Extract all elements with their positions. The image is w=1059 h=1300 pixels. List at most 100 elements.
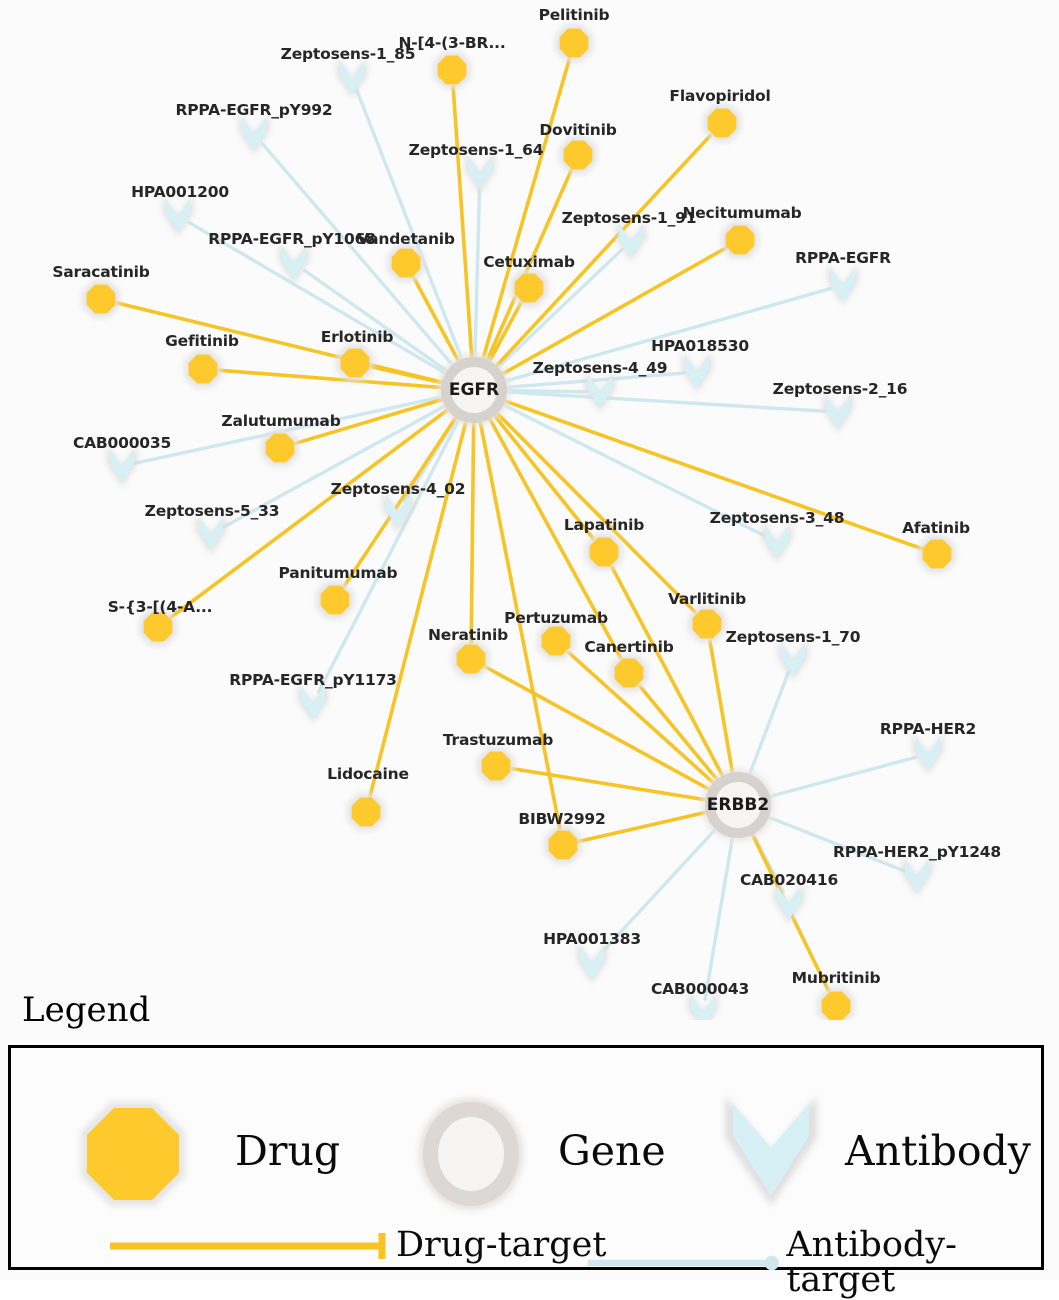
antibody-target-edge: [492, 248, 624, 373]
antibody-node[interactable]: [778, 639, 808, 680]
drug-node[interactable]: [477, 747, 515, 785]
drug-node[interactable]: [585, 533, 623, 571]
antibody-node[interactable]: [682, 351, 712, 392]
drug-octagon-icon: [81, 1102, 185, 1206]
drug-octagon-icon: [481, 751, 511, 781]
antibody-node[interactable]: [585, 371, 615, 412]
drug-octagon-icon: [391, 248, 421, 278]
antibody-node[interactable]: [913, 733, 943, 774]
antibody-target-edge: [599, 823, 721, 956]
drug-target-edge: [491, 407, 698, 615]
antibody-node[interactable]: [279, 242, 309, 283]
drug-node[interactable]: [610, 654, 648, 692]
gene-ring-inner: [451, 367, 497, 413]
drug-node[interactable]: [261, 429, 299, 467]
antibody-vee-icon: [831, 267, 855, 302]
drug-node[interactable]: [559, 136, 597, 174]
drug-target-edge: [488, 409, 597, 542]
drug-target-edge: [482, 167, 574, 367]
drug-target-edge: [609, 564, 728, 783]
antibody-vee-icon: [588, 374, 612, 409]
antibody-vee-icon: [580, 945, 604, 980]
antibody-target-edge: [355, 88, 466, 366]
drug-octagon-icon: [589, 537, 619, 567]
antibody-node[interactable]: [239, 113, 269, 154]
antibody-vee-icon: [905, 858, 929, 893]
antibody-target-edge: [473, 184, 482, 364]
antibody-target-edge: [762, 813, 907, 873]
antibody-node[interactable]: [823, 391, 853, 432]
drug-node[interactable]: [510, 269, 548, 307]
antibody-vee-icon: [340, 60, 364, 95]
antibody-node[interactable]: [383, 491, 413, 532]
antibody-node[interactable]: [337, 57, 367, 98]
drug-octagon-icon: [514, 273, 544, 303]
antibody-vee-icon: [282, 245, 306, 280]
antibody-node[interactable]: [196, 513, 226, 554]
drug-octagon-icon: [437, 55, 467, 85]
drug-node[interactable]: [433, 51, 471, 89]
drug-octagon-icon: [86, 284, 116, 314]
antibody-target-edge: [763, 755, 918, 800]
drug-octagon-icon: [340, 348, 370, 378]
drug-target-edge: [451, 84, 475, 365]
antibody-node[interactable]: [465, 152, 495, 193]
antibody-target-edge: [260, 142, 458, 371]
antibody-vee-icon: [781, 642, 805, 677]
antibody-node[interactable]: [107, 445, 137, 486]
antibody-target-edge: [220, 401, 452, 530]
legend-entry-drug-target-edge: Drug-target: [106, 1228, 606, 1263]
antibody-vee-icon: [765, 524, 789, 559]
antibody-node[interactable]: [616, 220, 646, 261]
antibody-vee-icon: [916, 736, 940, 771]
drug-node[interactable]: [817, 987, 855, 1020]
legend-box: Drug Gene Antibody: [8, 1045, 1044, 1298]
drug-target-edge-icon: [110, 1232, 386, 1259]
antibody-target-edge: [302, 268, 453, 376]
drug-node[interactable]: [139, 608, 177, 646]
antibody-target-edge: [317, 413, 463, 694]
drug-node[interactable]: [347, 793, 385, 831]
antibody-target-edge: [497, 400, 768, 538]
gene-node[interactable]: [702, 769, 774, 841]
antibody-node[interactable]: [163, 195, 193, 236]
drug-octagon-icon: [821, 991, 851, 1020]
legend-entry-antibody-target-edge: Antibody-target: [584, 1228, 1041, 1298]
drug-node[interactable]: [387, 244, 425, 282]
antibody-node[interactable]: [762, 521, 792, 562]
drug-node[interactable]: [544, 826, 582, 864]
antibody-target-edge: [703, 830, 736, 1001]
drug-node[interactable]: [537, 622, 575, 660]
antibody-vee-icon: [685, 354, 709, 389]
drug-node[interactable]: [316, 581, 354, 619]
antibody-node[interactable]: [774, 882, 804, 923]
antibody-vee-icon: [826, 394, 850, 429]
gene-node[interactable]: [438, 354, 510, 426]
drug-node[interactable]: [336, 344, 374, 382]
antibody-node[interactable]: [298, 682, 328, 723]
legend-label-drug-target: Drug-target: [396, 1225, 607, 1265]
drug-node[interactable]: [918, 535, 956, 573]
antibody-node[interactable]: [902, 855, 932, 896]
antibody-target-edge: [133, 394, 449, 465]
antibody-vee-icon: [725, 1096, 817, 1206]
drug-node[interactable]: [688, 605, 726, 643]
antibody-node[interactable]: [828, 264, 858, 305]
drug-node[interactable]: [703, 104, 741, 142]
legend-title: Legend: [22, 990, 151, 1030]
drug-target-edge: [707, 638, 736, 780]
drug-octagon-icon: [692, 609, 722, 639]
legend-label-drug: Drug: [235, 1126, 341, 1175]
antibody-vee-icon: [386, 494, 410, 529]
drug-target-edge: [411, 275, 464, 368]
drug-node[interactable]: [184, 350, 222, 388]
drug-node[interactable]: [721, 221, 759, 259]
gene-ring-inner: [715, 782, 761, 828]
drug-node[interactable]: [82, 280, 120, 318]
antibody-node[interactable]: [577, 942, 607, 983]
antibody-node[interactable]: [688, 991, 718, 1020]
nodes-layer: [82, 24, 956, 1020]
drug-node[interactable]: [452, 640, 490, 678]
drug-node[interactable]: [555, 24, 593, 62]
legend-label-gene: Gene: [558, 1126, 666, 1175]
